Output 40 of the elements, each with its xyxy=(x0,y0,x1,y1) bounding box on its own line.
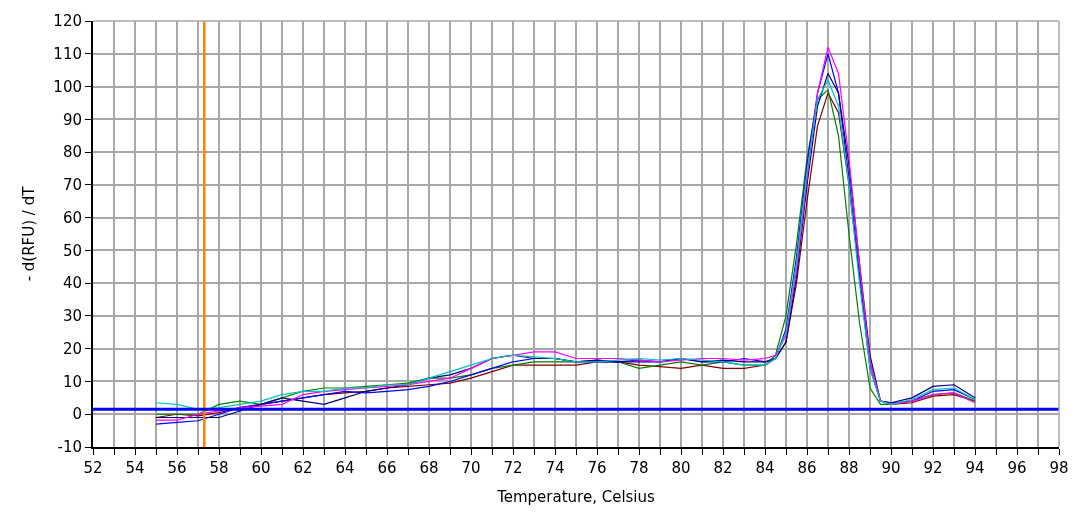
x-tick-label: 72 xyxy=(503,459,523,477)
y-tick-label: 40 xyxy=(62,274,82,293)
y-axis-title: - d(RFU) / dT xyxy=(20,185,39,282)
x-tick-label: 66 xyxy=(377,459,397,477)
x-tick-label: 70 xyxy=(461,459,481,477)
x-axis-title: Temperature, Celsius xyxy=(496,487,656,506)
x-tick-label: 60 xyxy=(251,459,271,477)
x-tick-label: 86 xyxy=(797,459,817,477)
x-tick-label: 56 xyxy=(167,459,187,477)
x-tick-label: 68 xyxy=(419,459,439,477)
y-tick-label: 50 xyxy=(62,241,82,260)
x-tick-label: 76 xyxy=(587,459,607,477)
y-tick-label: 0 xyxy=(72,405,82,424)
x-tick-label: 92 xyxy=(923,459,943,477)
y-tick-label: 90 xyxy=(62,110,82,129)
x-tick-label: 82 xyxy=(713,459,733,477)
x-tick-label: 64 xyxy=(335,459,355,477)
x-tick-label: 84 xyxy=(755,459,775,477)
x-tick-label: 58 xyxy=(209,459,229,477)
y-tick-label: 10 xyxy=(62,372,82,391)
y-tick-label: 100 xyxy=(53,77,82,96)
x-tick-label: 74 xyxy=(545,459,565,477)
y-tick-label: 60 xyxy=(62,208,82,227)
y-tick-label: 30 xyxy=(62,307,82,326)
y-tick-label: 80 xyxy=(62,143,82,162)
y-tick-label: 110 xyxy=(53,45,82,64)
x-tick-label: 98 xyxy=(1049,459,1069,477)
y-tick-label: 20 xyxy=(62,339,82,358)
x-tick-label: 80 xyxy=(671,459,691,477)
y-tick-label: 120 xyxy=(53,12,82,31)
x-tick-label: 62 xyxy=(293,459,313,477)
y-tick-label: -10 xyxy=(57,438,82,457)
x-tick-label: 88 xyxy=(839,459,859,477)
x-tick-label: 78 xyxy=(629,459,649,477)
x-tick-label: 90 xyxy=(881,459,901,477)
x-tick-label: 54 xyxy=(125,459,145,477)
x-tick-label: 96 xyxy=(1007,459,1027,477)
x-tick-label: 52 xyxy=(83,459,103,477)
y-tick-label: 70 xyxy=(62,176,82,195)
x-tick-label: 94 xyxy=(965,459,985,477)
